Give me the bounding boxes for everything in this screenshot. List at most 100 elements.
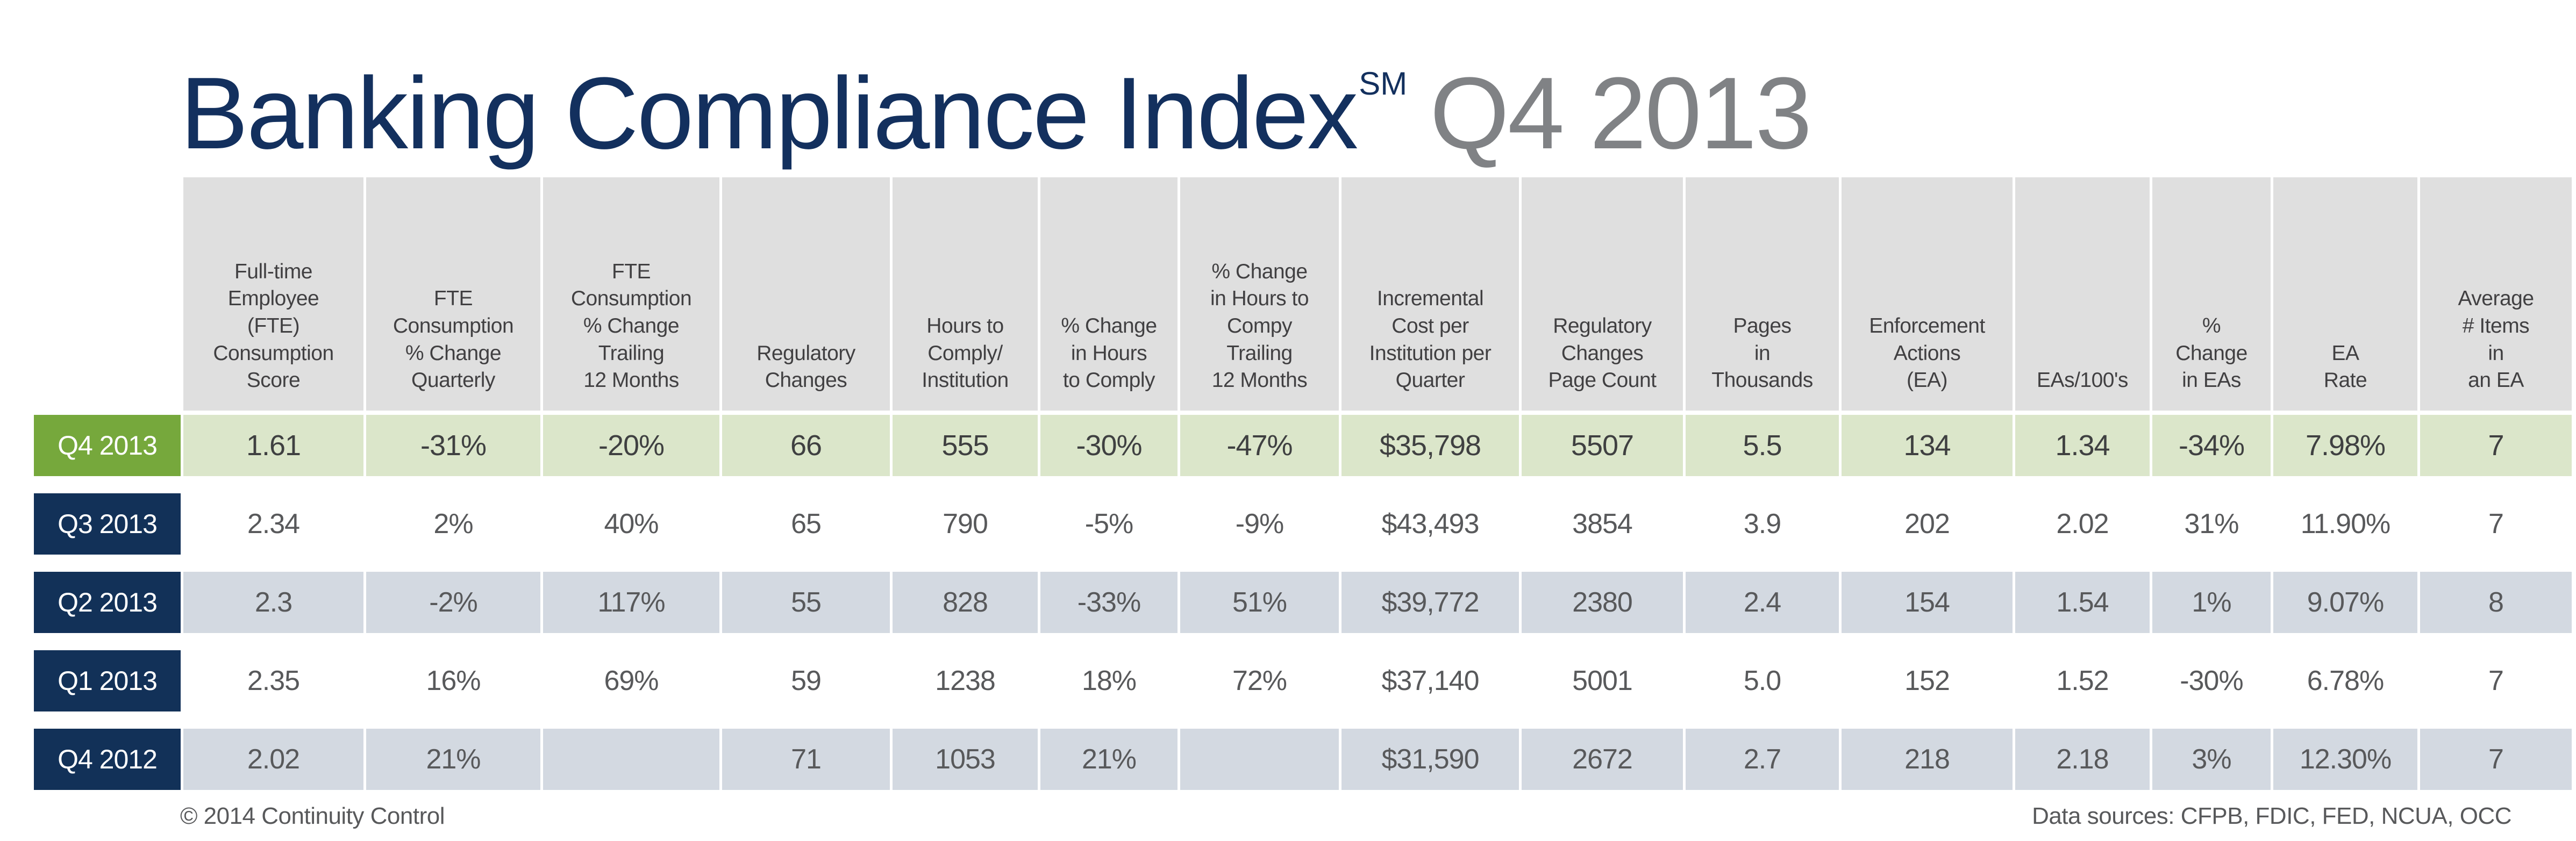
table-cell: 2.18 [2015,711,2150,790]
table-cell: 2.7 [1686,711,1839,790]
table-cell: 2.02 [183,711,363,790]
table-cell: 71 [722,711,890,790]
table-cell: -34% [2152,411,2271,476]
table-header-row: Full-time Employee (FTE) Consumption Sco… [34,177,2572,411]
table-cell: 1% [2152,555,2271,633]
table-cell: 2.34 [183,476,363,555]
col-header-change-in-hours-trailing: % Change in Hours to Compy Trailing 12 M… [1180,177,1339,411]
table-cell: 16% [366,633,540,711]
table-cell: 3.9 [1686,476,1839,555]
compliance-index-table: Full-time Employee (FTE) Consumption Sco… [31,177,2574,790]
table-cell: -5% [1040,476,1178,555]
table-cell: 7 [2420,633,2572,711]
table-cell: 2% [366,476,540,555]
table-cell: 7.98% [2273,411,2417,476]
table-cell: -9% [1180,476,1339,555]
table-cell: 18% [1040,633,1178,711]
table-row-q4-2012: Q4 2012 2.02 21% 71 1053 21% $31,590 267… [34,711,2572,790]
table-cell: -31% [366,411,540,476]
table-cell: 2380 [1522,555,1683,633]
table-cell: 65 [722,476,890,555]
table-row-q4-2013: Q4 2013 1.61 -31% -20% 66 555 -30% -47% … [34,411,2572,476]
row-label-q1-2013: Q1 2013 [34,633,181,711]
table-cell: 8 [2420,555,2572,633]
table-cell: 3854 [1522,476,1683,555]
table-cell: $39,772 [1341,555,1519,633]
col-header-avg-items-in-ea: Average # Items in an EA [2420,177,2572,411]
corner-cell [34,177,181,411]
col-header-reg-changes-page-count: Regulatory Changes Page Count [1522,177,1683,411]
table-cell: $31,590 [1341,711,1519,790]
row-label-q4-2013: Q4 2013 [34,411,181,476]
title-period: Q4 2013 [1430,56,1812,170]
table-cell: 2.35 [183,633,363,711]
table-cell: -33% [1040,555,1178,633]
table-cell: 218 [1842,711,2013,790]
table-cell: -20% [543,411,719,476]
table-cell: 11.90% [2273,476,2417,555]
table-cell: 5507 [1522,411,1683,476]
table-cell: 51% [1180,555,1339,633]
table-cell: 2.02 [2015,476,2150,555]
table-cell: 12.30% [2273,711,2417,790]
table-cell: 31% [2152,476,2271,555]
servicemark-superscript: SM [1359,66,1408,102]
table-cell: 117% [543,555,719,633]
col-header-enforcement-actions: Enforcement Actions (EA) [1842,177,2013,411]
table-cell [1180,711,1339,790]
table-cell: 5001 [1522,633,1683,711]
col-header-hours-to-comply: Hours to Comply/ Institution [893,177,1038,411]
table-cell: 2.3 [183,555,363,633]
table-row-q1-2013: Q1 2013 2.35 16% 69% 59 1238 18% 72% $37… [34,633,2572,711]
table-cell: 6.78% [2273,633,2417,711]
table-cell: 69% [543,633,719,711]
table-cell: 1.34 [2015,411,2150,476]
row-label-q2-2013: Q2 2013 [34,555,181,633]
table-cell: 59 [722,633,890,711]
copyright-text: © 2014 Continuity Control [180,803,445,829]
table-cell: 40% [543,476,719,555]
table-cell: -30% [2152,633,2271,711]
table-cell: 7 [2420,476,2572,555]
table-cell: 21% [1040,711,1178,790]
table-cell: 134 [1842,411,2013,476]
table-cell: 7 [2420,711,2572,790]
table-cell: $43,493 [1341,476,1519,555]
table-cell: 1053 [893,711,1038,790]
table-cell: 202 [1842,476,2013,555]
title-main: Banking Compliance Index [180,56,1358,170]
table-cell: 1.61 [183,411,363,476]
col-header-fte-consumption-score: Full-time Employee (FTE) Consumption Sco… [183,177,363,411]
table-cell: 1.54 [2015,555,2150,633]
table-cell: 2.4 [1686,555,1839,633]
table-cell: 555 [893,411,1038,476]
table-cell: 72% [1180,633,1339,711]
table-cell: 152 [1842,633,2013,711]
table-cell: 1238 [893,633,1038,711]
row-label-q4-2012: Q4 2012 [34,711,181,790]
data-sources-text: Data sources: CFPB, FDIC, FED, NCUA, OCC [2032,803,2511,829]
row-label-q3-2013: Q3 2013 [34,476,181,555]
table-cell: 9.07% [2273,555,2417,633]
table-cell: -30% [1040,411,1178,476]
col-header-regulatory-changes: Regulatory Changes [722,177,890,411]
table-cell: $37,140 [1341,633,1519,711]
table-cell: 5.0 [1686,633,1839,711]
col-header-incremental-cost: Incremental Cost per Institution per Qua… [1341,177,1519,411]
table-cell: 1.52 [2015,633,2150,711]
table-cell: -2% [366,555,540,633]
table-cell: $35,798 [1341,411,1519,476]
col-header-fte-consumption-change-quarterly: FTE Consumption % Change Quarterly [366,177,540,411]
table-row-q3-2013: Q3 2013 2.34 2% 40% 65 790 -5% -9% $43,4… [34,476,2572,555]
table-cell: -47% [1180,411,1339,476]
col-header-change-in-eas: % Change in EAs [2152,177,2271,411]
col-header-pages-in-thousands: Pages in Thousands [1686,177,1839,411]
page-title: Banking Compliance IndexSM Q4 2013 [180,26,1812,171]
table-row-q2-2013: Q2 2013 2.3 -2% 117% 55 828 -33% 51% $39… [34,555,2572,633]
col-header-ea-rate: EA Rate [2273,177,2417,411]
table-cell: 55 [722,555,890,633]
table-cell: 7 [2420,411,2572,476]
table-cell [543,711,719,790]
table-cell: 154 [1842,555,2013,633]
